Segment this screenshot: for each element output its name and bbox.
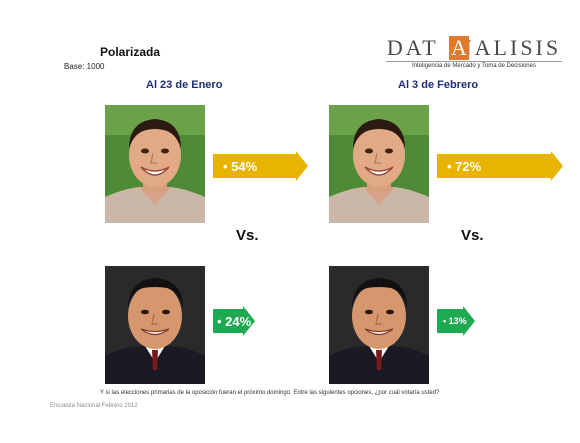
bar-arrow-shape bbox=[437, 151, 563, 181]
versus-label-feb: Vs. bbox=[461, 227, 484, 244]
versus-label-jan: Vs. bbox=[236, 227, 259, 244]
logo-letter-a: A bbox=[451, 35, 467, 60]
candidate-a-photo-jan bbox=[105, 105, 205, 223]
survey-question: Y si las elecciones primarias de la opos… bbox=[100, 390, 440, 396]
bar-arrow-shape bbox=[213, 151, 308, 181]
bar-candidate-a-jan: • 54% bbox=[213, 151, 310, 181]
logo-divider bbox=[386, 61, 562, 62]
bar-candidate-a-feb: • 72% bbox=[437, 151, 565, 181]
bar-candidate-b-jan-shape bbox=[213, 306, 255, 336]
candidate-a-photo-feb bbox=[329, 105, 429, 223]
data-label-candidate-a-feb: • 72% bbox=[447, 158, 482, 174]
bar-arrow-shape bbox=[213, 306, 255, 336]
candidate-a-portrait bbox=[329, 105, 429, 223]
candidate-b-photo-feb bbox=[329, 266, 429, 384]
page-title: Polarizada bbox=[100, 45, 161, 59]
candidate-b-portrait bbox=[105, 266, 205, 384]
candidate-b-photo-jan bbox=[105, 266, 205, 384]
data-label-candidate-b-jan: • 24% bbox=[217, 313, 252, 329]
logo-wordmark: DAT ANALISIS bbox=[386, 36, 562, 60]
logo-text-left: DAT bbox=[386, 35, 437, 60]
datanalisis-logo: DAT ANALISIS A Inteligencia de Mercado y … bbox=[386, 36, 562, 74]
bar-candidate-b-feb: • 13% bbox=[437, 306, 477, 336]
bar-candidate-b-feb-shape bbox=[437, 306, 475, 336]
logo-accent-box bbox=[449, 36, 469, 60]
bar-candidate-b-jan: • 24% bbox=[213, 306, 257, 336]
logo-tagline: Inteligencia de Mercado y Toma de Decisi… bbox=[412, 63, 536, 69]
data-label-candidate-a-jan: • 54% bbox=[223, 158, 258, 174]
column-header-feb: Al 3 de Febrero bbox=[398, 79, 479, 91]
candidate-a-portrait bbox=[105, 105, 205, 223]
bar-candidate-a-feb-shape bbox=[437, 151, 563, 181]
sample-base: Base: 1000 bbox=[64, 62, 105, 71]
survey-footer: Encuesta Nacional Febrero 2012 bbox=[50, 403, 138, 409]
logo-text-right: NALISIS bbox=[455, 35, 562, 60]
bar-arrow-shape bbox=[437, 306, 475, 336]
candidate-b-portrait bbox=[329, 266, 429, 384]
column-header-jan: Al 23 de Enero bbox=[146, 79, 223, 91]
bar-candidate-a-jan-shape bbox=[213, 151, 308, 181]
data-label-candidate-b-feb: • 13% bbox=[443, 316, 467, 326]
